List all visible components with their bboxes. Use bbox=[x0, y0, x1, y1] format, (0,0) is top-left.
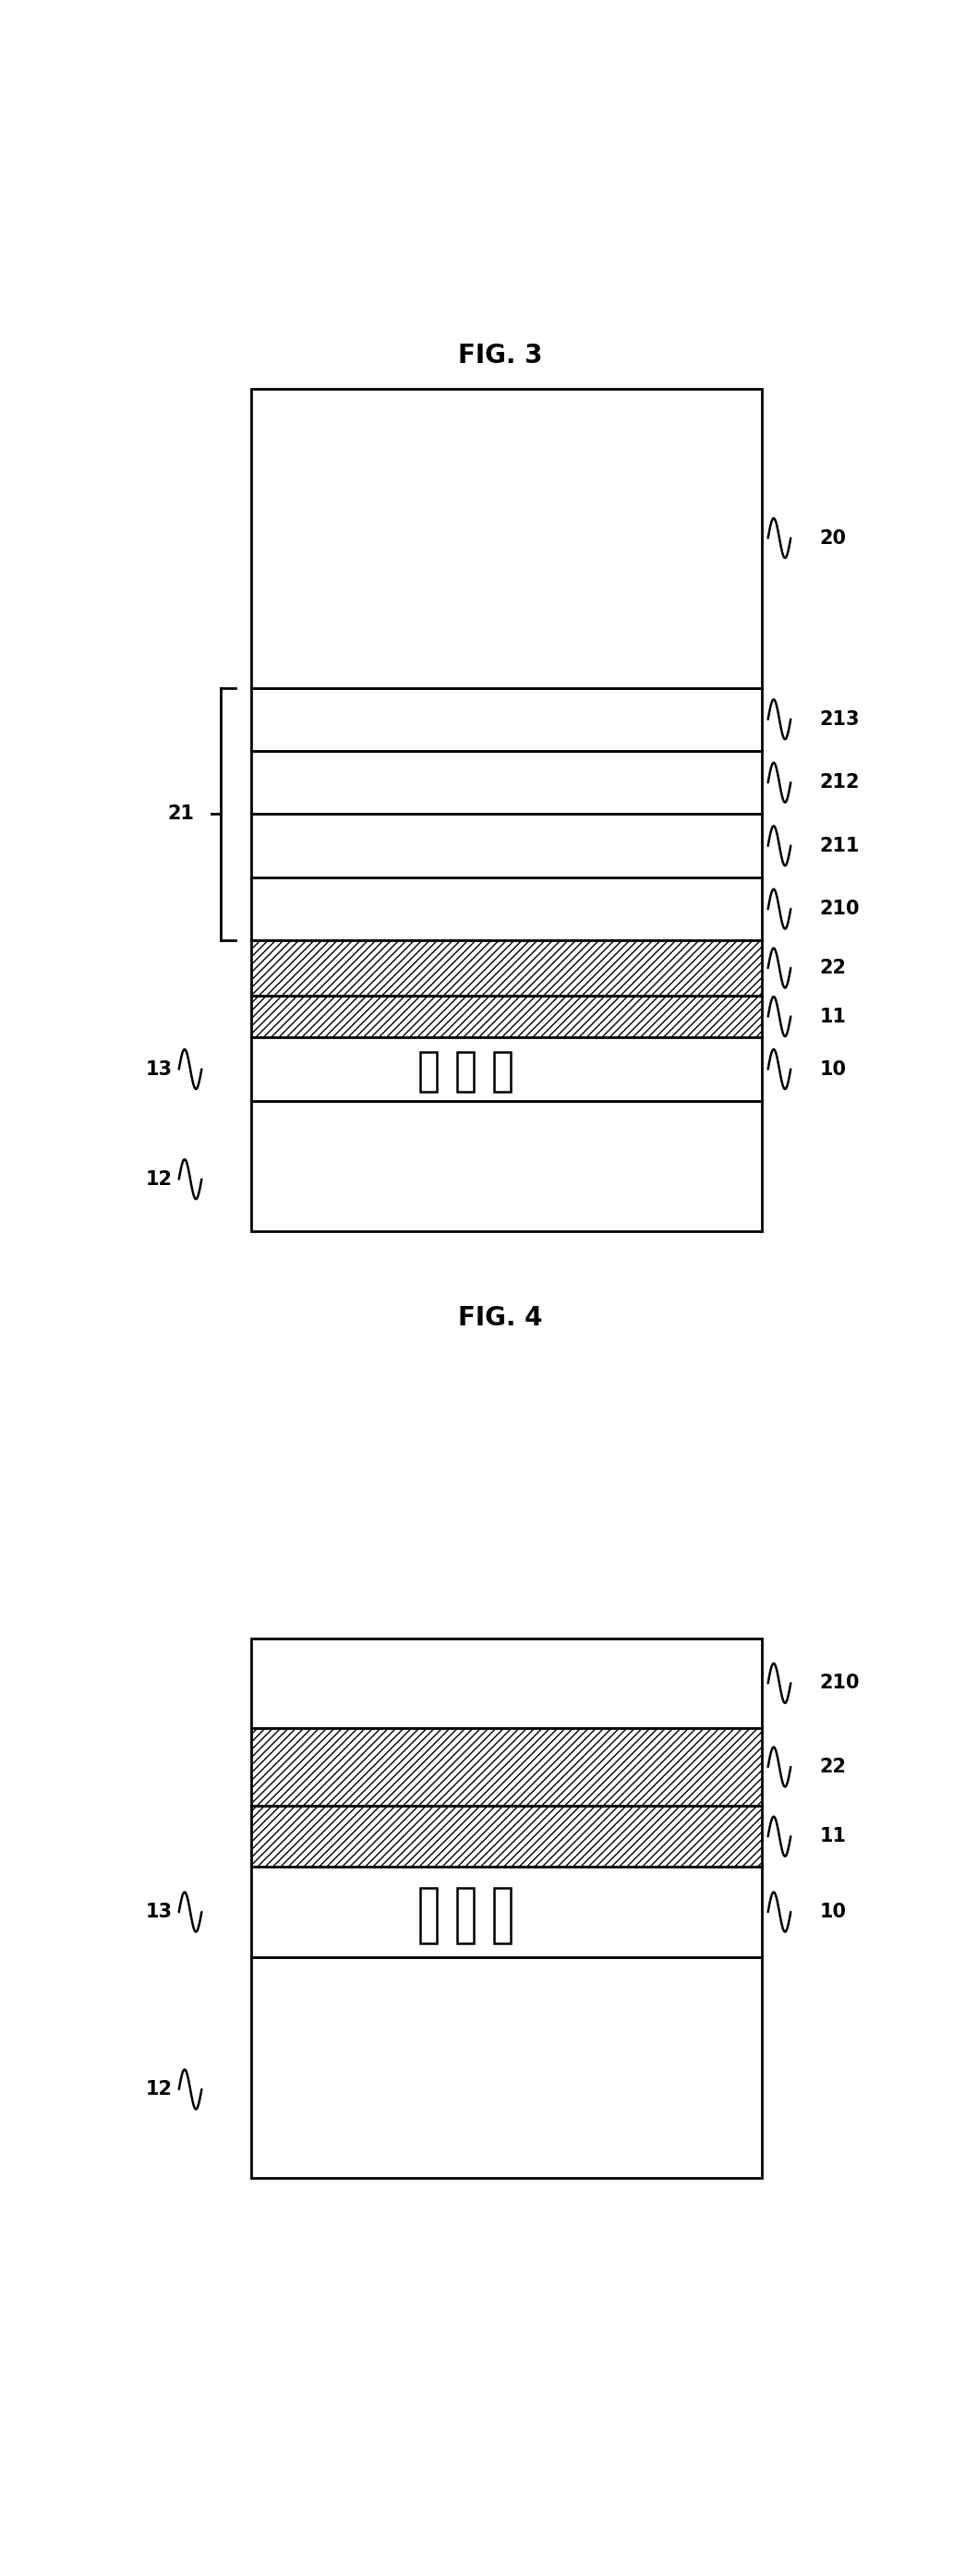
Bar bbox=[251, 814, 762, 878]
Text: 12: 12 bbox=[147, 2079, 173, 2099]
Bar bbox=[251, 878, 762, 940]
Bar bbox=[251, 752, 762, 814]
Bar bbox=[420, 1888, 437, 1942]
Text: 22: 22 bbox=[820, 1757, 846, 1777]
Text: FIG. 4: FIG. 4 bbox=[458, 1306, 543, 1332]
Bar bbox=[251, 940, 762, 994]
Bar bbox=[251, 994, 762, 1038]
Text: 13: 13 bbox=[147, 1904, 173, 1922]
Bar bbox=[251, 1638, 762, 1728]
Bar bbox=[251, 1806, 762, 1868]
Bar bbox=[251, 1038, 762, 1100]
Text: 22: 22 bbox=[820, 958, 846, 976]
Text: FIG. 3: FIG. 3 bbox=[458, 343, 543, 368]
Text: 12: 12 bbox=[147, 1170, 173, 1188]
Bar bbox=[494, 1888, 510, 1942]
Text: 20: 20 bbox=[820, 528, 846, 546]
Bar bbox=[457, 1051, 474, 1092]
Bar bbox=[251, 688, 762, 752]
Text: 13: 13 bbox=[147, 1059, 173, 1079]
Text: 212: 212 bbox=[820, 773, 860, 791]
Bar bbox=[420, 1051, 437, 1092]
Text: 11: 11 bbox=[820, 1826, 846, 1844]
Text: 10: 10 bbox=[820, 1059, 846, 1079]
Bar bbox=[251, 1728, 762, 1806]
Text: 210: 210 bbox=[820, 1674, 860, 1692]
Text: 210: 210 bbox=[820, 899, 860, 917]
Text: 11: 11 bbox=[820, 1007, 846, 1025]
Bar bbox=[251, 389, 762, 688]
Bar bbox=[251, 1100, 762, 1231]
Text: 211: 211 bbox=[820, 837, 860, 855]
Bar bbox=[457, 1888, 474, 1942]
Text: 213: 213 bbox=[820, 711, 860, 729]
Bar bbox=[251, 1868, 762, 1958]
Text: 10: 10 bbox=[820, 1904, 846, 1922]
Text: 21: 21 bbox=[168, 804, 194, 824]
Bar bbox=[494, 1051, 510, 1092]
Bar bbox=[251, 1958, 762, 2177]
